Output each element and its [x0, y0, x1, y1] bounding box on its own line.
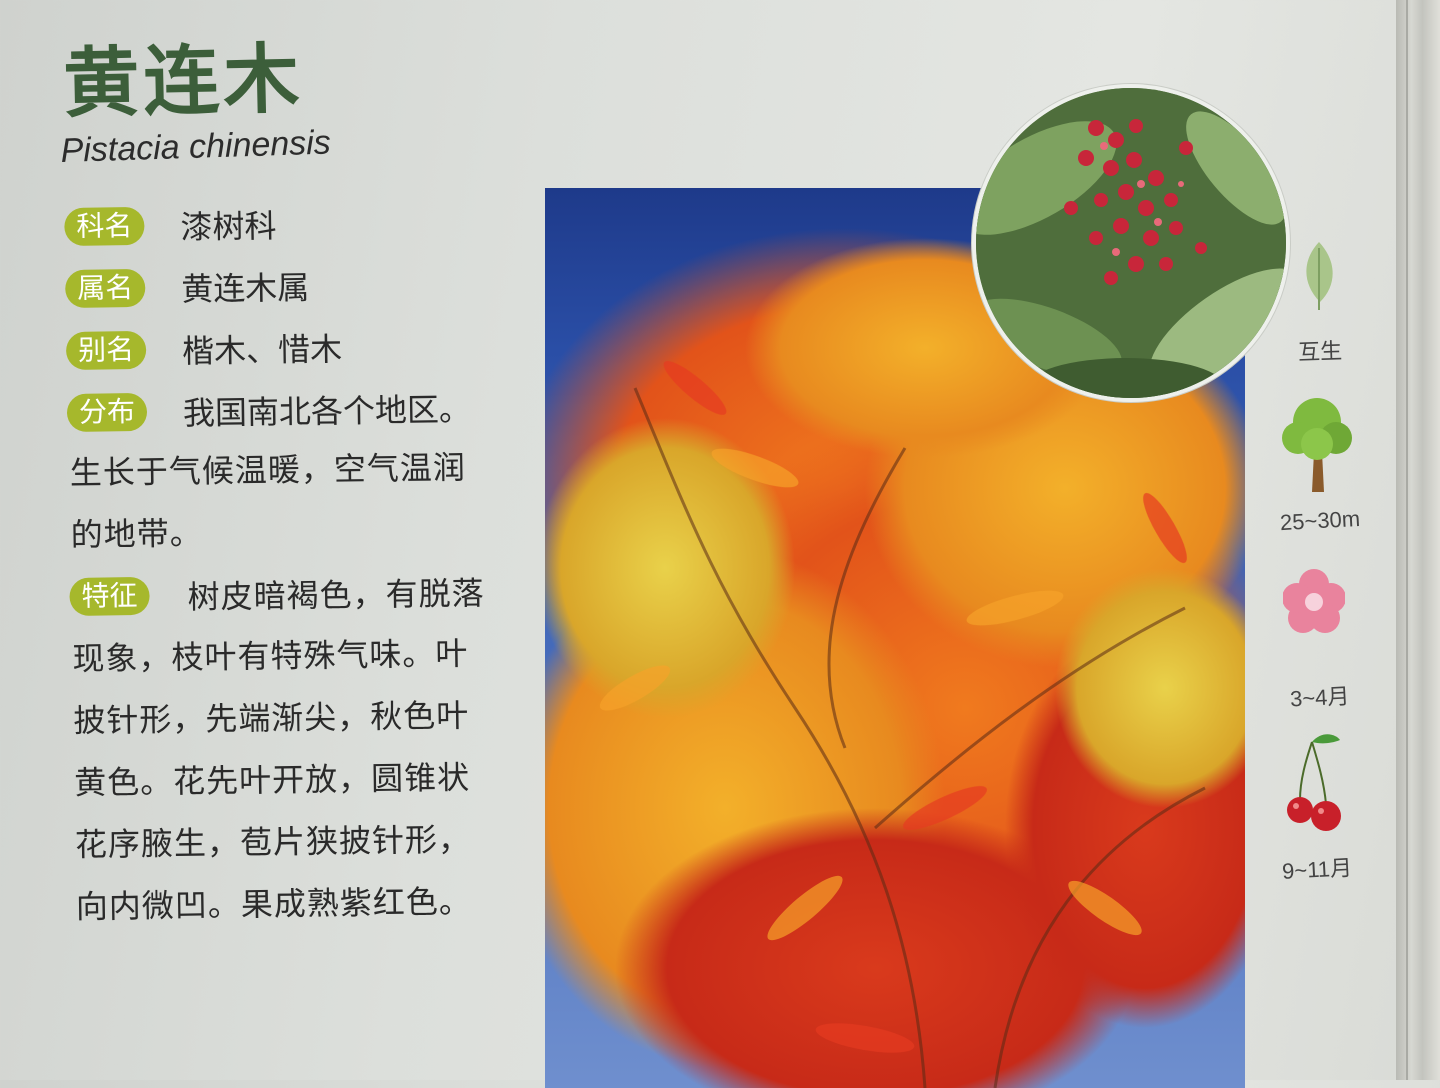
- distribution-value: 我国南北各个地区。: [182, 390, 472, 433]
- cherry-fruit-icon: [1286, 730, 1342, 844]
- latin-name: Pistacia chinensis: [60, 123, 332, 170]
- tree-photo: [545, 188, 1245, 1088]
- alias-value: 楷木、惜木: [181, 330, 343, 371]
- flowering-period-label: 3~4月: [1289, 683, 1351, 712]
- info-block: 科名 漆树科 属名 黄连木属 别名 楷木、惜木 分布 我国南北各个地区。 生长于…: [64, 191, 534, 926]
- feature-badge: 特征: [69, 576, 150, 616]
- distribution-line: 生长于气候温暖，空气温润: [69, 448, 467, 492]
- feature-line: 向内微凹。果成熟紫红色。: [75, 882, 473, 926]
- feature-line: 黄色。花先叶开放，圆锥状: [73, 758, 471, 802]
- family-value: 漆树科: [180, 207, 277, 247]
- page-edge: [1396, 0, 1440, 1080]
- distribution-badge: 分布: [66, 392, 148, 432]
- flower-icon: [1282, 568, 1346, 666]
- leaf-icon: [1298, 240, 1340, 316]
- berries-image: [976, 88, 1286, 398]
- feature-line: 现象，枝叶有特殊气味。叶: [72, 634, 469, 678]
- tree-height-label: 25~30m: [1279, 505, 1361, 536]
- feature-line: 花序腋生，苞片狭披针形，: [74, 820, 472, 864]
- autumn-foliage-image: [545, 228, 1245, 1088]
- alias-badge: 别名: [65, 330, 147, 370]
- feature-first-line: 树皮暗褐色，有脱落: [187, 574, 485, 617]
- leaf-arrangement-label: 互生: [1297, 338, 1343, 365]
- fruiting-period-label: 9~11月: [1281, 855, 1353, 884]
- genus-value: 黄连木属: [181, 268, 310, 309]
- family-badge: 科名: [64, 206, 145, 246]
- feature-line: 披针形，先端渐尖，秋色叶: [73, 696, 470, 740]
- distribution-line: 的地带。: [70, 514, 203, 554]
- tree-icon: [1282, 392, 1352, 500]
- fruit-closeup-photo: [972, 84, 1290, 402]
- genus-badge: 属名: [65, 268, 146, 308]
- page-title: 黄连木: [62, 33, 305, 128]
